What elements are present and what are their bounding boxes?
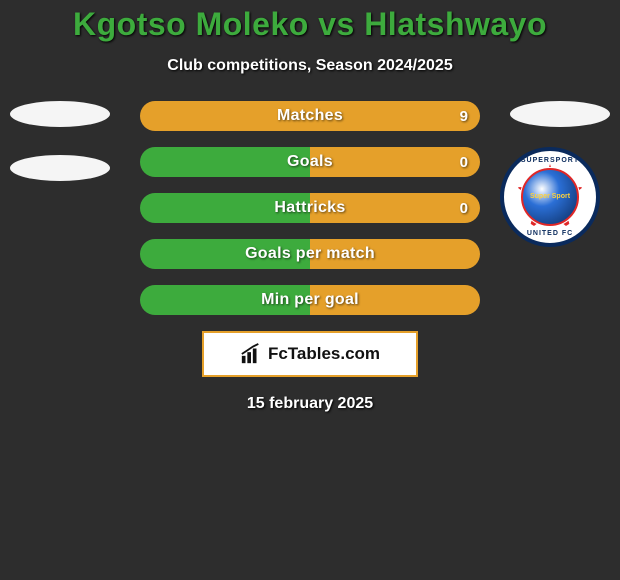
stat-bar-label: Goals per match bbox=[140, 239, 480, 269]
club-badge-star: Super Sport bbox=[521, 168, 579, 226]
player-left-avatar bbox=[10, 101, 110, 201]
stat-bar: Goals0 bbox=[140, 147, 480, 177]
stat-bar: Matches9 bbox=[140, 101, 480, 131]
stat-bar-label: Matches bbox=[140, 101, 480, 131]
comparison-card: Kgotso Moleko vs Hlatshwayo Club competi… bbox=[0, 0, 620, 413]
page-subtitle: Club competitions, Season 2024/2025 bbox=[0, 57, 620, 75]
stat-bar: Min per goal bbox=[140, 285, 480, 315]
stat-bar-label: Goals bbox=[140, 147, 480, 177]
club-badge-bottom-text: UNITED FC bbox=[527, 230, 573, 237]
chart-area: SUPERSPORT Super Sport UNITED FC Matches… bbox=[0, 101, 620, 413]
footer-date: 15 february 2025 bbox=[0, 395, 620, 413]
stat-bar-label: Hattricks bbox=[140, 193, 480, 223]
club-badge-center-text: Super Sport bbox=[530, 193, 570, 201]
avatar-placeholder bbox=[10, 101, 110, 127]
stat-bar-label: Min per goal bbox=[140, 285, 480, 315]
club-badge-top-text: SUPERSPORT bbox=[521, 157, 579, 164]
stat-bar-value-right: 9 bbox=[460, 101, 468, 131]
avatar-placeholder bbox=[10, 155, 110, 181]
stat-bar: Goals per match bbox=[140, 239, 480, 269]
stat-bars: Matches9Goals0Hattricks0Goals per matchM… bbox=[140, 101, 480, 315]
avatar-placeholder bbox=[510, 101, 610, 127]
page-title: Kgotso Moleko vs Hlatshwayo bbox=[0, 6, 620, 43]
stat-bar-value-right: 0 bbox=[460, 193, 468, 223]
brand-box[interactable]: FcTables.com bbox=[202, 331, 418, 377]
club-badge: SUPERSPORT Super Sport UNITED FC bbox=[500, 147, 600, 247]
stat-bar-value-right: 0 bbox=[460, 147, 468, 177]
stat-bar: Hattricks0 bbox=[140, 193, 480, 223]
brand-text: FcTables.com bbox=[268, 344, 380, 364]
chart-bars-icon bbox=[240, 343, 262, 365]
